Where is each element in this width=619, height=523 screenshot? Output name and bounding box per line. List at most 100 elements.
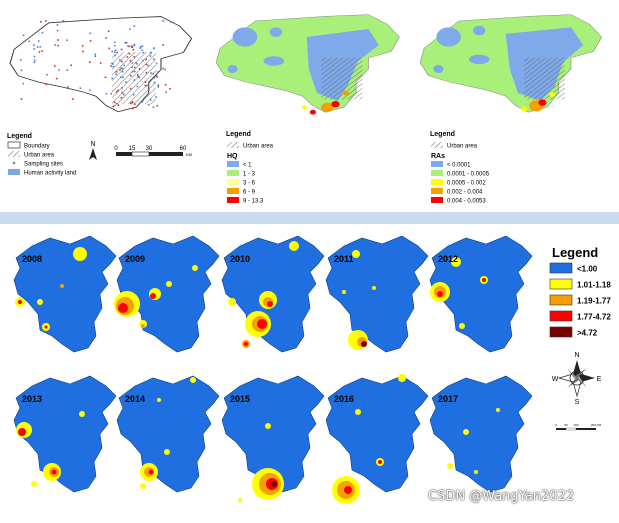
sampling-site-dot [107, 30, 110, 33]
sampling-site-dot [145, 71, 148, 74]
sampling-site-dot [133, 70, 136, 73]
scale2-tick-3: 200 KM [591, 423, 602, 427]
legend-swatch-sampling [12, 161, 16, 165]
sampling-site-dot [113, 104, 116, 107]
sampling-site-dot [115, 73, 117, 76]
sampling-site-dot [46, 73, 48, 76]
sampling-site-dot [33, 44, 35, 46]
sampling-site-dot [105, 37, 107, 39]
hotspot [482, 278, 486, 282]
legend-subtitle-ras: RAs [431, 153, 445, 160]
sampling-site-dot [131, 62, 134, 64]
sampling-site-dot [120, 96, 123, 99]
hotspot [164, 449, 170, 455]
hotspot [73, 247, 87, 261]
ras-class-0: < 0.0001 [447, 163, 471, 169]
sampling-site-dot [131, 70, 134, 73]
hotspot [148, 469, 154, 475]
sampling-site-dot [20, 98, 23, 100]
hotspot [257, 319, 267, 329]
sampling-site-dot [124, 42, 127, 44]
sampling-site-dot [153, 58, 155, 61]
ras-class-1: 0.0001 - 0.0005 [447, 172, 490, 178]
sampling-site-dot [141, 100, 144, 103]
sampling-site-dot [133, 25, 136, 27]
sampling-site-dot [113, 41, 116, 44]
sampling-site-dot [133, 56, 136, 58]
sampling-site-dot [153, 47, 155, 50]
hotspot [378, 460, 382, 464]
sampling-site-dot [155, 96, 157, 98]
sampling-site-dot [22, 82, 25, 85]
sampling-site-dot [40, 21, 42, 23]
sampling-site-dot [111, 50, 114, 53]
sampling-site-dot [132, 107, 134, 110]
sampling-site-dot [141, 49, 143, 52]
sampling-site-dot [121, 71, 124, 73]
sampling-site-dot [162, 44, 164, 46]
sampling-site-dot [133, 44, 135, 47]
year-label: 2010 [230, 254, 250, 264]
hotspot [496, 408, 500, 412]
sampling-site-dot [33, 61, 36, 64]
legend-urban-3: Urban area [447, 144, 478, 150]
year-label: 2017 [438, 394, 458, 404]
sampling-site-dot [149, 55, 152, 57]
watermark: CSDN @WangYan2022 [428, 489, 575, 504]
sampling-site-dot [120, 48, 123, 51]
compass-n: N [574, 352, 579, 359]
sampling-site-dot [119, 69, 121, 71]
sampling-site-dot [129, 28, 131, 30]
sampling-site-dot [56, 77, 58, 80]
sampling-site-dot [114, 49, 117, 52]
sampling-site-dot [56, 24, 59, 26]
compass-w: W [552, 376, 559, 383]
sampling-site-dot [169, 87, 171, 90]
hotspot [18, 300, 22, 304]
sampling-site-dot [112, 63, 114, 65]
bottom-class-4: >4.72 [577, 329, 598, 338]
sampling-site-dot [152, 72, 154, 75]
sampling-site-dot [39, 46, 42, 48]
sampling-site-dot [110, 65, 112, 67]
scale2-tick-0: 0 [555, 423, 557, 427]
sampling-site-dot [41, 50, 43, 52]
north-arrow-icon [89, 148, 97, 160]
sampling-site-dot [165, 91, 167, 94]
sampling-site-dot [136, 85, 139, 88]
sampling-site-dot [115, 71, 118, 73]
scale-bar-1: 0 15 30 60 KM [114, 146, 192, 157]
sampling-site-dot [20, 59, 22, 61]
hq-class-0: < 1 [243, 163, 252, 169]
sampling-site-dot [45, 20, 47, 22]
year-label: 2008 [22, 254, 42, 264]
top-panel-ras-map: Legend Urban area RAs < 0.0001 0.0001 - … [419, 14, 602, 205]
hotspot [37, 299, 43, 305]
sampling-site-dot [89, 32, 91, 35]
sampling-site-dot [116, 51, 119, 54]
sampling-site-dot [131, 101, 133, 104]
sampling-site-dot [123, 93, 125, 96]
year-label: 2014 [125, 394, 145, 404]
top-panel-hq-map: Legend Urban area HQ < 1 1 - 3 3 - 6 6 -… [215, 14, 400, 205]
bottom-class-3: 1.77-4.72 [577, 313, 611, 322]
sampling-site-dot [121, 87, 123, 89]
sampling-site-dot [110, 92, 112, 95]
scale-bar-2: 0 50 100 200 KM [555, 423, 602, 431]
sampling-site-dot [114, 54, 116, 57]
hotspot [344, 486, 352, 494]
hotspot [289, 241, 299, 251]
legend-subtitle-hq: HQ [227, 153, 238, 160]
sampling-site-dot [123, 64, 125, 67]
sampling-site-dot [145, 63, 148, 66]
sampling-site-dot [164, 83, 167, 86]
hotspot [459, 323, 465, 329]
sampling-site-dot [144, 84, 146, 87]
sampling-site-dot [137, 75, 139, 77]
sampling-site-dot [111, 62, 113, 65]
hotspot [79, 411, 85, 417]
hotspot [451, 257, 461, 267]
sampling-site-dot [113, 101, 116, 104]
sampling-site-dot [94, 53, 97, 56]
